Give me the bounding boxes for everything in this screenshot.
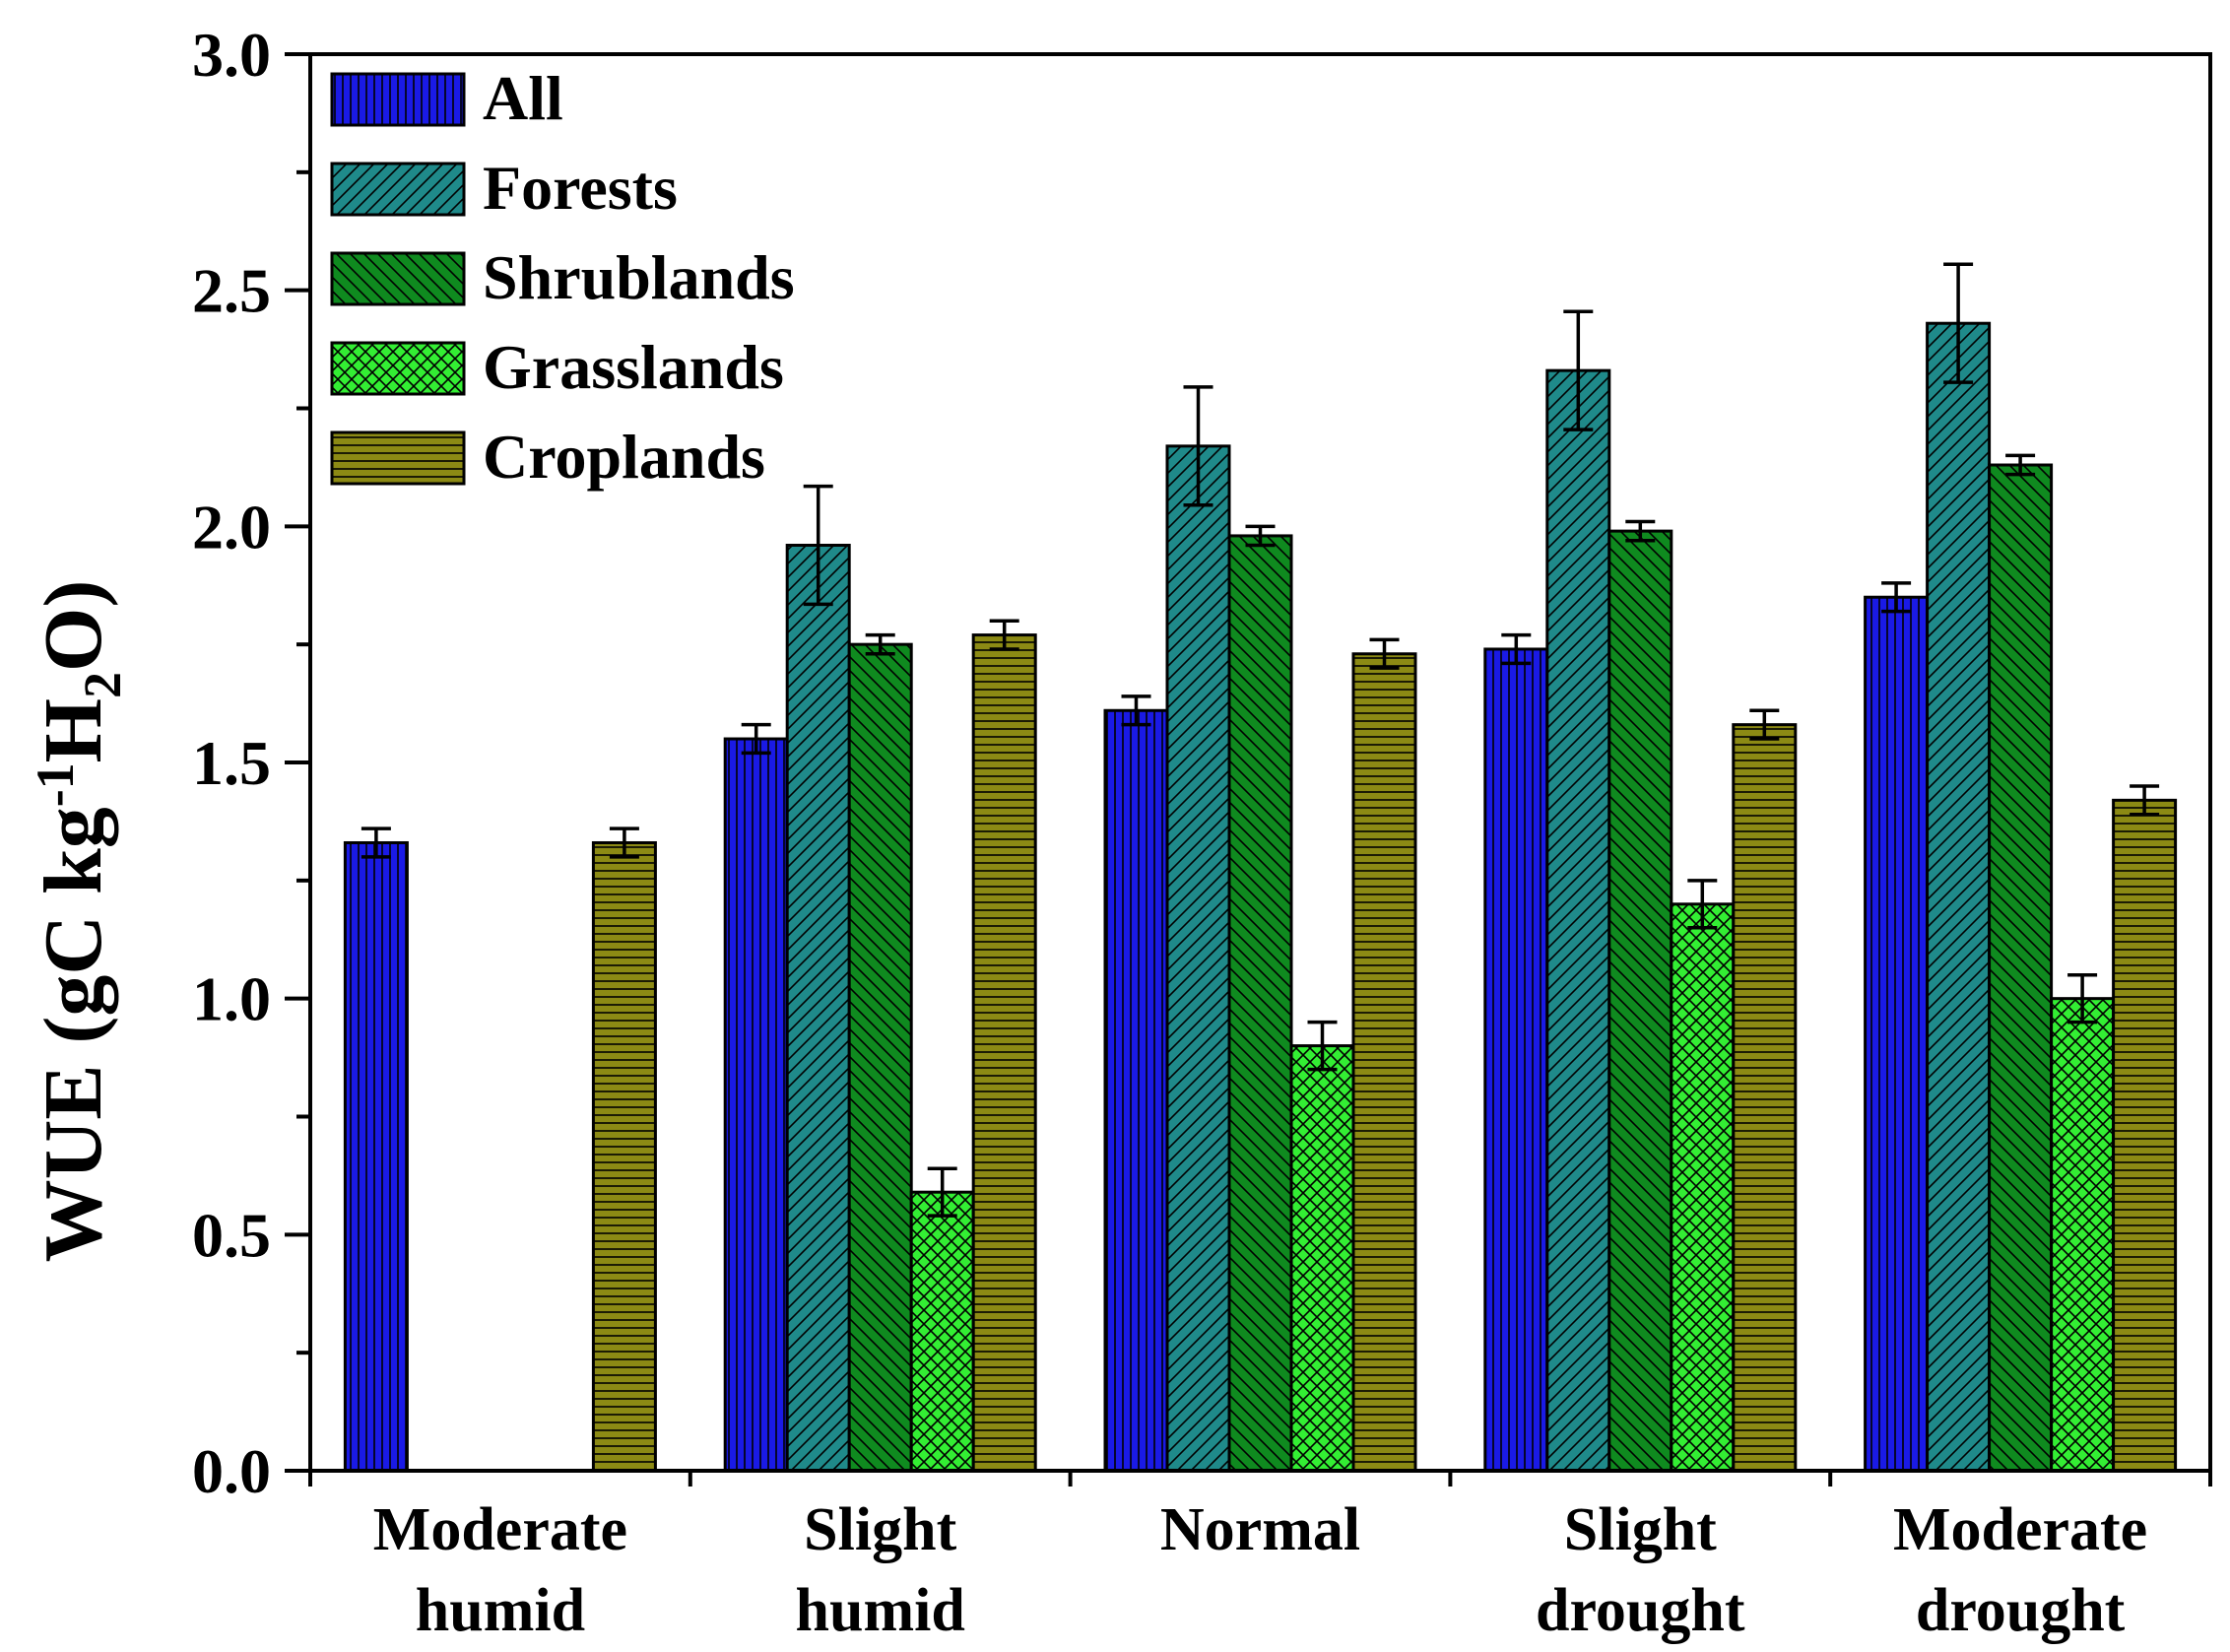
error-bar-shrublands-1 xyxy=(865,632,895,656)
legend: All Forests Shrublands Grasslands Croplands xyxy=(330,63,795,492)
legend-label-all: All xyxy=(483,63,563,133)
y-tick-label: 0.5 xyxy=(192,1200,271,1270)
y-tick-label: 2.0 xyxy=(192,492,271,562)
bar-shrublands-4 xyxy=(1988,463,2054,1473)
x-category-label: Slight drought xyxy=(1536,1496,1745,1644)
error-bar-forests-1 xyxy=(803,484,833,607)
error-bar-croplands-0 xyxy=(609,826,639,859)
bar-forests-1 xyxy=(785,544,851,1473)
bars-layer xyxy=(343,262,2178,1473)
error-bar-grasslands-2 xyxy=(1307,1020,1338,1072)
bar-all-3 xyxy=(1483,647,1549,1473)
bar-croplands-4 xyxy=(2112,798,2178,1473)
error-bar-forests-3 xyxy=(1563,309,1594,431)
y-tick-label: 1.5 xyxy=(192,728,271,798)
error-bar-croplands-1 xyxy=(989,619,1019,651)
x-category-label: Moderate drought xyxy=(1893,1496,2147,1644)
error-bar-all-3 xyxy=(1501,632,1532,666)
bar-all-0 xyxy=(343,840,409,1473)
error-bar-shrublands-4 xyxy=(2005,453,2036,477)
bar-croplands-0 xyxy=(591,840,657,1473)
bar-croplands-3 xyxy=(1732,723,1798,1473)
error-bar-all-4 xyxy=(1881,581,1912,614)
y-tick-label: 1.0 xyxy=(192,964,271,1034)
error-bar-shrublands-2 xyxy=(1245,524,1276,548)
error-bar-forests-4 xyxy=(1943,262,1974,384)
bar-forests-4 xyxy=(1926,321,1992,1473)
legend-label-forests: Forests xyxy=(483,153,678,223)
bar-shrublands-2 xyxy=(1227,534,1293,1473)
error-bar-grasslands-1 xyxy=(927,1166,957,1218)
x-category-label: Moderate humid xyxy=(373,1496,627,1644)
bar-croplands-2 xyxy=(1351,652,1417,1473)
y-tick-label: 3.0 xyxy=(192,20,271,90)
bar-forests-3 xyxy=(1545,368,1611,1473)
bar-forests-2 xyxy=(1165,444,1231,1473)
bar-grasslands-4 xyxy=(2050,997,2116,1473)
bar-croplands-1 xyxy=(971,633,1037,1473)
legend-label-grasslands: Grasslands xyxy=(483,332,784,402)
error-bar-grasslands-4 xyxy=(2067,972,2098,1024)
bar-grasslands-2 xyxy=(1289,1044,1355,1473)
x-category-label: Normal xyxy=(1160,1496,1360,1563)
error-bar-croplands-4 xyxy=(2130,784,2160,817)
axes-layer: 0.0 0.5 1.0 1.5 2.0 2.5 3.0 Moderate humid Slight… xyxy=(192,20,2212,1644)
error-bar-grasslands-3 xyxy=(1687,879,1718,930)
legend-swatch-shrublands xyxy=(330,251,466,306)
legend-swatch-croplands xyxy=(330,430,466,486)
error-bar-all-1 xyxy=(741,722,771,756)
legend-swatch-all xyxy=(330,72,466,127)
y-tick-label: 2.5 xyxy=(192,256,271,326)
x-category-label: Slight humid xyxy=(796,1496,965,1644)
y-tick-label: 0.0 xyxy=(192,1436,271,1506)
error-bar-forests-2 xyxy=(1183,385,1213,507)
legend-label-shrublands: Shrublands xyxy=(483,242,795,312)
legend-swatch-forests xyxy=(330,162,466,217)
error-bar-all-2 xyxy=(1121,694,1151,727)
legend-label-croplands: Croplands xyxy=(483,422,765,492)
bar-all-2 xyxy=(1103,708,1169,1473)
bar-grasslands-1 xyxy=(909,1190,975,1473)
bar-all-1 xyxy=(723,737,789,1473)
legend-swatch-grasslands xyxy=(330,341,466,396)
y-axis-title: WUE (gC kg-1H2O) xyxy=(26,580,132,1263)
bar-all-4 xyxy=(1864,595,1930,1473)
error-bar-all-0 xyxy=(361,826,391,859)
error-bar-croplands-2 xyxy=(1369,637,1400,670)
bar-grasslands-3 xyxy=(1670,902,1736,1473)
error-bar-croplands-3 xyxy=(1749,708,1780,741)
bar-shrublands-3 xyxy=(1607,529,1673,1473)
error-bar-shrublands-3 xyxy=(1625,519,1656,543)
bar-shrublands-1 xyxy=(847,642,913,1473)
